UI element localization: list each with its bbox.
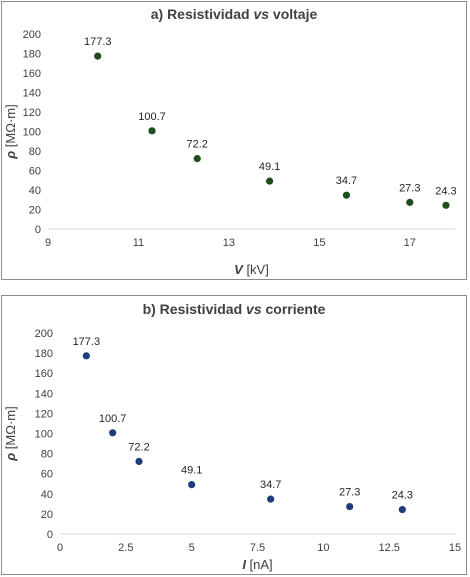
y-tick-label: 40 [29, 185, 41, 197]
data-point [82, 352, 90, 360]
y-axis-unit: [MΩ·m] [3, 406, 18, 453]
chart-current: b) Resistividad vs corriente020406080100… [3, 301, 461, 572]
x-tick-label: 12.5 [378, 542, 399, 554]
chart-title-prefix: b) Resistividad [143, 301, 246, 317]
chart-title-vs: vs [246, 301, 262, 317]
x-tick-label: 15 [449, 542, 461, 554]
y-tick-label: 40 [41, 489, 53, 501]
y-tick-label: 200 [35, 328, 53, 340]
y-tick-label: 120 [35, 408, 53, 420]
y-axis-unit: [MΩ·m] [3, 104, 18, 151]
y-tick-label: 200 [23, 29, 41, 41]
data-point [148, 127, 156, 135]
y-tick-label: 20 [41, 509, 53, 521]
data-label: 72.2 [128, 441, 149, 453]
y-tick-label: 60 [41, 469, 53, 481]
chart-title: b) Resistividad vs corriente [143, 301, 326, 317]
y-tick-label: 120 [23, 107, 41, 119]
data-point [398, 505, 406, 514]
y-axis-title: ρ [MΩ·m] [3, 406, 18, 461]
x-axis-unit: [kV] [243, 262, 269, 277]
x-tick-label: 13 [223, 237, 235, 249]
data-label: 100.7 [138, 111, 166, 123]
data-point [94, 52, 102, 60]
chart-title-suffix: corriente [262, 301, 326, 317]
y-tick-label: 180 [23, 49, 41, 61]
y-tick-label: 160 [35, 368, 53, 380]
y-tick-label: 20 [29, 205, 41, 217]
data-label: 100.7 [99, 413, 127, 425]
y-tick-label: 100 [35, 429, 53, 441]
chart-panel-current: b) Resistividad vs corriente 0 20 40 60 80 100… [1, 295, 467, 575]
x-tick-label: 2.5 [118, 542, 133, 554]
x-tick-label: 10 [317, 542, 329, 554]
x-tick-label: 5 [189, 542, 195, 554]
chart-title: a) Resistividad vs voltaje [151, 6, 318, 22]
data-label: 24.3 [435, 185, 456, 197]
data-point [188, 481, 196, 489]
data-label: 27.3 [399, 182, 420, 194]
x-axis-title: V [kV] [234, 262, 269, 277]
y-tick-label: 100 [23, 127, 41, 139]
x-tick-label: 7.5 [250, 542, 265, 554]
y-tick-label: 0 [47, 529, 53, 541]
chart-title-vs: vs [253, 6, 269, 22]
data-point [342, 191, 351, 199]
y-tick-label: 60 [29, 166, 41, 178]
y-tick-label: 0 [35, 224, 41, 236]
data-label: 34.7 [336, 175, 357, 187]
data-label: 27.3 [339, 487, 360, 499]
y-tick-label: 80 [29, 146, 41, 158]
data-label: 34.7 [260, 479, 281, 491]
x-axis-unit: [nA] [246, 557, 273, 572]
data-point [267, 495, 275, 503]
x-tick-label: 0 [57, 542, 63, 554]
x-axis-symbol: V [234, 262, 244, 277]
data-point [109, 429, 117, 437]
x-tick-label: 11 [133, 237, 144, 249]
y-tick-label: 140 [35, 388, 53, 400]
data-point [406, 198, 414, 206]
x-tick-label: 9 [45, 237, 51, 249]
x-axis-title: I [nA] [242, 557, 272, 572]
data-label: 49.1 [181, 465, 202, 477]
data-label: 177.3 [73, 336, 101, 348]
data-label: 49.1 [259, 161, 280, 173]
y-axis-title: ρ [MΩ·m] [3, 104, 18, 159]
y-axis-symbol: ρ [3, 453, 18, 462]
x-tick-label: 15 [313, 237, 325, 249]
chart-title-suffix: voltaje [269, 6, 317, 22]
x-axis-symbol: I [242, 557, 246, 572]
data-point [346, 502, 354, 511]
data-point [135, 457, 143, 466]
y-tick-label: 160 [23, 68, 41, 80]
y-axis-symbol: ρ [3, 151, 18, 160]
data-label: 177.3 [84, 36, 112, 48]
data-point [442, 201, 450, 209]
y-tick-label: 180 [35, 348, 53, 360]
data-label: 72.2 [187, 139, 208, 151]
data-label: 24.3 [392, 490, 413, 502]
chart-panel-voltage: a) Resistividad vs voltaje 0 20 40 60 80 100 12… [1, 1, 467, 280]
data-point [265, 177, 274, 185]
chart-title-prefix: a) Resistividad [151, 6, 254, 22]
chart-voltage: a) Resistividad vs voltaje 0 20 40 60 80 100 12… [3, 6, 457, 277]
y-tick-label: 80 [41, 449, 53, 461]
data-point [193, 155, 201, 163]
x-tick-label: 17 [404, 237, 416, 249]
y-tick-label: 140 [23, 88, 41, 100]
